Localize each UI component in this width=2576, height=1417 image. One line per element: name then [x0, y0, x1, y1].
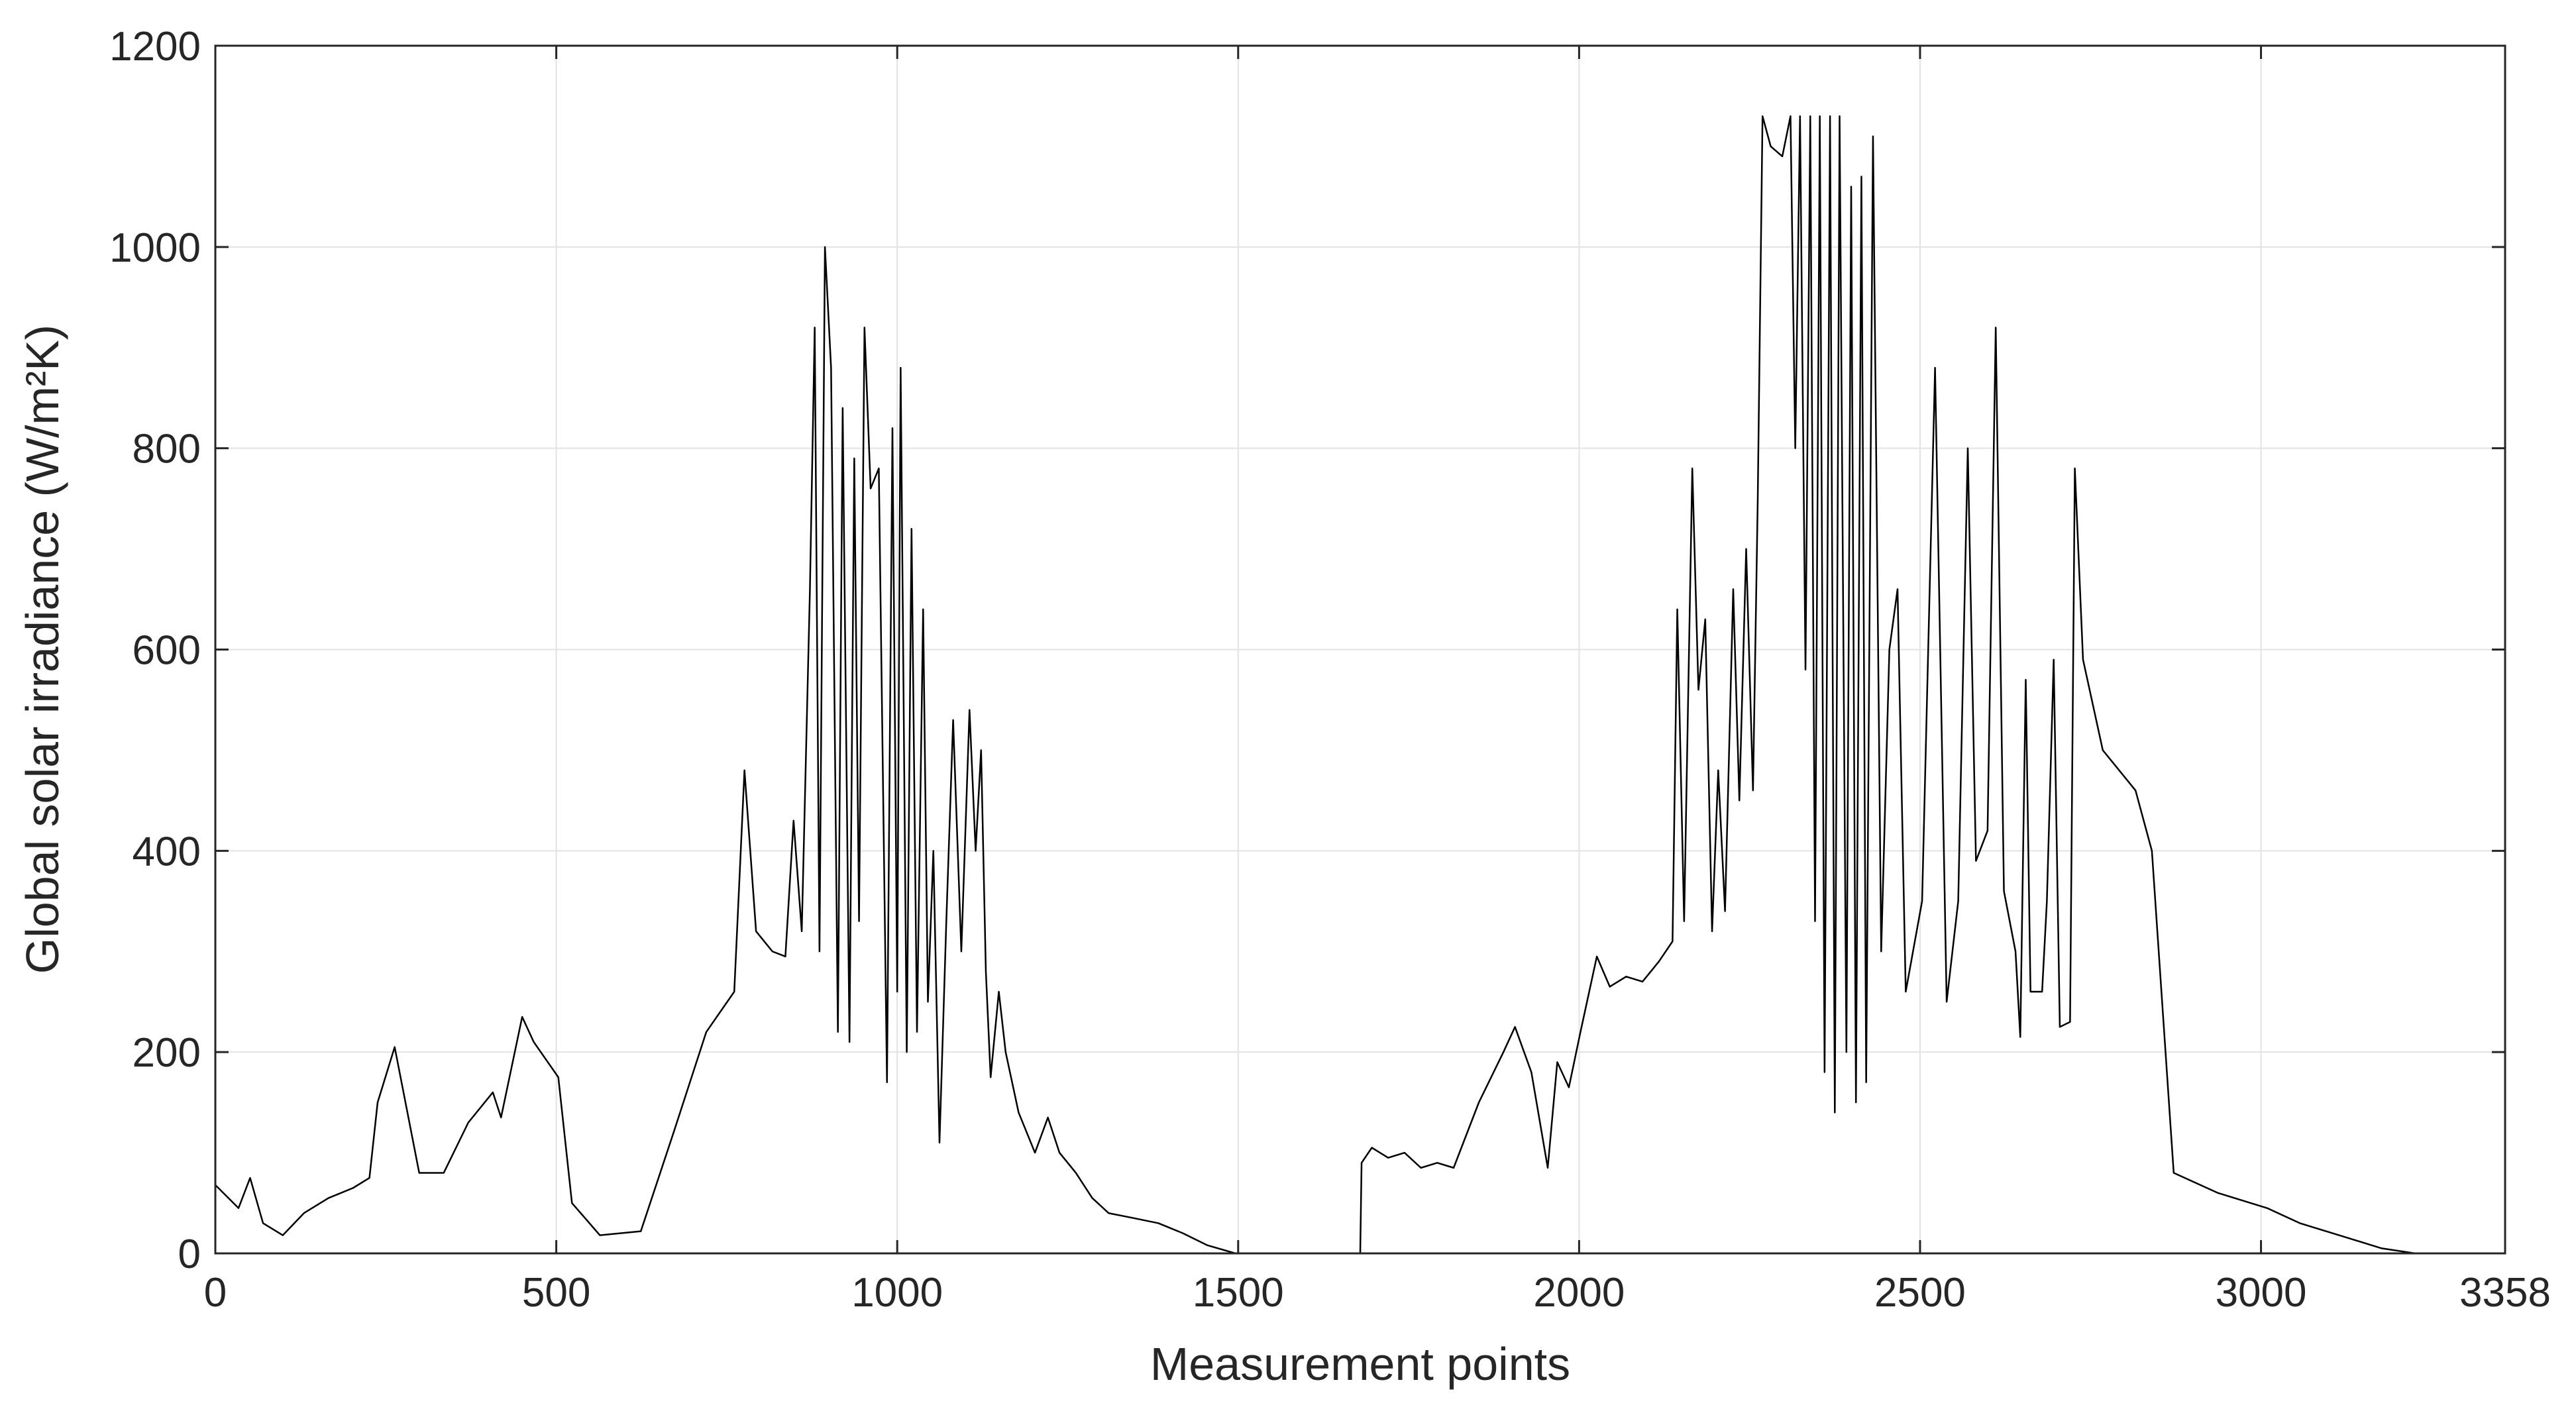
x-tick-label: 1500 [1193, 1270, 1284, 1316]
x-tick-label: 2500 [1874, 1270, 1966, 1316]
y-tick-label: 1200 [109, 24, 201, 70]
x-tick-label: 1000 [851, 1270, 943, 1316]
ticks: 0 200 400 600 800 1000 1200 0 500 1000 1500 2000 250… [109, 24, 2551, 1316]
x-tick-label: 500 [522, 1270, 590, 1316]
x-axis-label: Measurement points [1150, 1338, 1570, 1390]
y-axis-label: Global solar irradiance (W/m²K) [17, 325, 68, 974]
plot-area [215, 115, 2505, 1255]
y-tick-label: 1000 [109, 225, 201, 271]
grid [215, 45, 2506, 1254]
x-tick-label: 3000 [2216, 1270, 2307, 1316]
x-tick-label: 3358 [2459, 1270, 2551, 1316]
y-tick-label: 400 [133, 829, 201, 874]
data-line [215, 115, 2505, 1255]
x-tick-label: 2000 [1533, 1270, 1625, 1316]
x-tick-label: 0 [204, 1270, 227, 1316]
y-tick-label: 0 [178, 1232, 201, 1277]
y-tick-label: 200 [133, 1030, 201, 1076]
y-tick-label: 800 [133, 427, 201, 472]
y-tick-label: 600 [133, 628, 201, 674]
